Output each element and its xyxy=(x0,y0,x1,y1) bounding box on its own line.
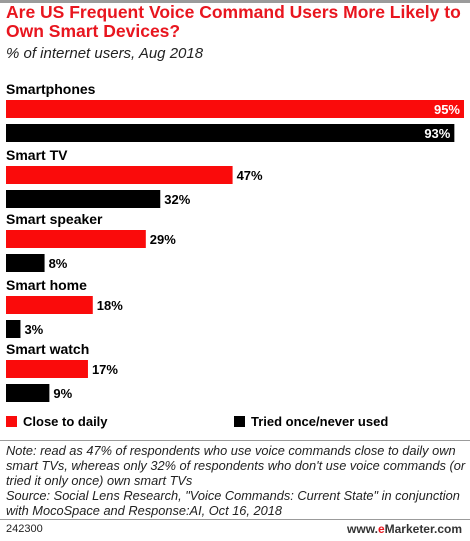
value-label: 95% xyxy=(434,102,460,117)
value-label: 17% xyxy=(92,362,118,377)
bar xyxy=(6,384,50,402)
divider xyxy=(0,440,470,441)
category-label: Smart watch xyxy=(6,341,89,357)
legend-label: Tried once/never used xyxy=(251,414,389,429)
note-text: Note: read as 47% of respondents who use… xyxy=(6,443,466,488)
bar xyxy=(6,360,88,378)
legend-label: Close to daily xyxy=(23,414,108,429)
bar xyxy=(6,190,161,208)
value-label: 29% xyxy=(150,232,176,247)
bar xyxy=(6,100,464,118)
brand-prefix: www. xyxy=(347,522,378,536)
category-label: Smart home xyxy=(6,277,87,293)
category-label: Smart speaker xyxy=(6,211,103,227)
value-label: 3% xyxy=(24,322,43,337)
chart-id: 242300 xyxy=(6,523,43,535)
legend-swatch-red xyxy=(6,416,17,427)
value-label: 9% xyxy=(53,386,72,401)
footnote: Note: read as 47% of respondents who use… xyxy=(6,443,466,518)
bar xyxy=(6,254,45,272)
brand-accent: e xyxy=(377,522,385,536)
category-label: Smartphones xyxy=(6,81,96,97)
bar-chart: Smartphones 95% 93% Smart TV 47% 32% Smart spe… xyxy=(6,81,464,402)
bar xyxy=(6,296,93,314)
bar xyxy=(6,230,146,248)
bar xyxy=(6,124,455,142)
value-label: 8% xyxy=(49,256,68,271)
legend-item-tried-once: Tried once/never used xyxy=(234,414,388,429)
bar xyxy=(6,166,233,184)
legend-swatch-black xyxy=(234,416,245,427)
chart-title: Are US Frequent Voice Command Users More… xyxy=(6,2,461,41)
source-text: Source: Social Lens Research, "Voice Com… xyxy=(6,488,460,518)
value-label: 47% xyxy=(237,168,263,183)
chart-subtitle: % of internet users, Aug 2018 xyxy=(6,45,204,62)
top-rule xyxy=(0,0,470,3)
bottom-rule xyxy=(0,519,470,520)
brand-suffix: Marketer.com xyxy=(384,522,462,536)
brand-logo: www.eMarketer.com xyxy=(347,522,462,536)
legend-item-close-to-daily: Close to daily xyxy=(6,414,108,429)
category-label: Smart TV xyxy=(6,147,68,163)
value-label: 93% xyxy=(424,126,450,141)
value-label: 32% xyxy=(164,192,190,207)
value-label: 18% xyxy=(97,298,123,313)
bar xyxy=(6,320,21,338)
